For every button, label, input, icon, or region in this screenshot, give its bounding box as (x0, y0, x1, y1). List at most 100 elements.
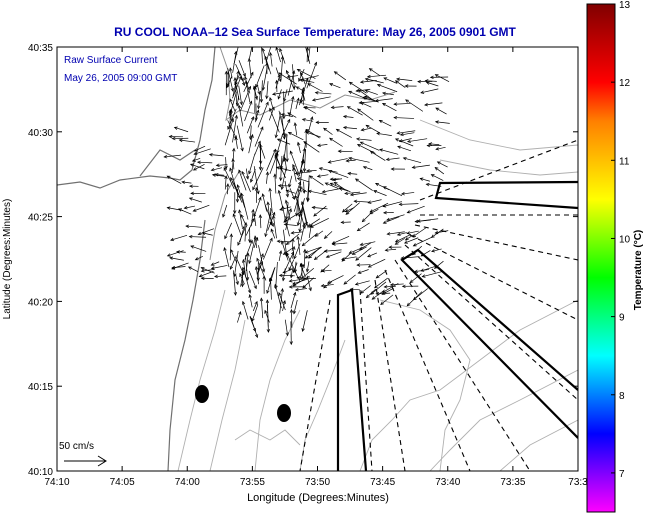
current-vector (273, 173, 277, 194)
y-tick-label: 40:15 (28, 382, 53, 393)
current-vector (229, 98, 236, 112)
current-vector (359, 241, 376, 247)
current-vector (376, 132, 392, 136)
current-vector (254, 266, 259, 285)
current-vector (265, 47, 272, 63)
current-vector (330, 105, 344, 110)
current-vector (324, 182, 339, 189)
current-vector (315, 120, 329, 125)
current-vector (390, 167, 405, 171)
current-vector (244, 100, 253, 122)
current-vector (277, 89, 282, 100)
current-vector (413, 269, 430, 273)
current-vector (265, 171, 270, 184)
current-vector (356, 144, 376, 154)
current-vector (400, 191, 415, 196)
current-vector (193, 145, 206, 152)
x-tick-label: 73:50 (305, 477, 330, 488)
y-tick-label: 40:20 (28, 297, 53, 308)
current-vector (230, 248, 238, 264)
current-vector (188, 197, 202, 203)
current-vector (303, 141, 320, 153)
current-vector (275, 166, 292, 172)
current-vector (200, 276, 214, 281)
current-vector (434, 120, 450, 124)
current-vector (171, 262, 189, 270)
current-vector (429, 75, 449, 80)
current-vector (289, 150, 301, 177)
current-vector (375, 270, 388, 279)
y-tick-label: 40:30 (28, 128, 53, 139)
colorbar-tick-label: 9 (619, 313, 625, 324)
x-tick-label: 74:10 (44, 477, 69, 488)
current-vector (345, 159, 356, 163)
current-vector (193, 148, 211, 156)
current-vector (373, 190, 387, 196)
colorbar-gradient (586, 3, 616, 513)
current-vector (327, 158, 348, 164)
current-vector (425, 81, 439, 87)
bathymetry-contours (177, 119, 578, 471)
current-vector (192, 204, 210, 212)
current-vector (393, 102, 411, 106)
current-vector (274, 112, 282, 139)
current-vector (379, 148, 399, 155)
current-vector (325, 251, 342, 258)
current-vector (282, 248, 293, 255)
current-vector (400, 256, 420, 260)
current-vector (210, 261, 220, 266)
current-vector (394, 138, 414, 147)
figure-title: RU COOL NOAA–12 Sea Surface Temperature:… (114, 25, 516, 39)
current-vector (240, 192, 249, 220)
current-vector (278, 292, 286, 311)
current-vector (269, 51, 273, 67)
current-vector (181, 180, 192, 184)
current-vector (357, 108, 374, 121)
current-vector (281, 118, 291, 136)
current-vector (246, 116, 255, 134)
current-vector (255, 65, 265, 89)
current-vector (420, 88, 439, 94)
current-vector (367, 258, 386, 268)
current-vector (337, 149, 353, 153)
current-vector (307, 189, 327, 196)
current-vector (277, 184, 291, 188)
current-vector (268, 187, 273, 214)
current-vector (305, 261, 310, 273)
current-vector (311, 205, 328, 210)
current-vector (378, 120, 392, 127)
current-vector (284, 319, 289, 337)
current-vector (295, 86, 305, 92)
current-vector (282, 268, 293, 274)
current-vector (357, 89, 373, 100)
current-vector (300, 75, 319, 81)
x-tick-label: 73:40 (435, 477, 460, 488)
current-vector (405, 99, 424, 112)
current-vector (329, 83, 341, 89)
current-vector (433, 260, 444, 269)
current-vector (424, 102, 443, 107)
current-vector (302, 277, 315, 289)
current-vector (261, 67, 268, 91)
current-vector (248, 133, 254, 154)
current-vector (274, 154, 286, 179)
current-vector (364, 77, 384, 84)
colorbar-label: Temperature (°C) (633, 230, 644, 311)
current-vector (277, 189, 283, 207)
current-vector (290, 231, 304, 235)
current-vector (264, 209, 272, 238)
current-vector (320, 264, 330, 273)
current-vector (285, 189, 296, 194)
current-vector (333, 71, 347, 81)
current-vector (367, 199, 382, 204)
current-vector (301, 118, 314, 122)
colorbar-tick-label: 12 (619, 78, 631, 89)
current-vector (266, 266, 276, 294)
current-vector (284, 180, 290, 198)
current-vector (331, 235, 350, 245)
current-vector (240, 213, 248, 228)
current-vector (210, 265, 228, 270)
colorbar-tick-label: 8 (619, 391, 625, 402)
current-vector (238, 169, 247, 191)
